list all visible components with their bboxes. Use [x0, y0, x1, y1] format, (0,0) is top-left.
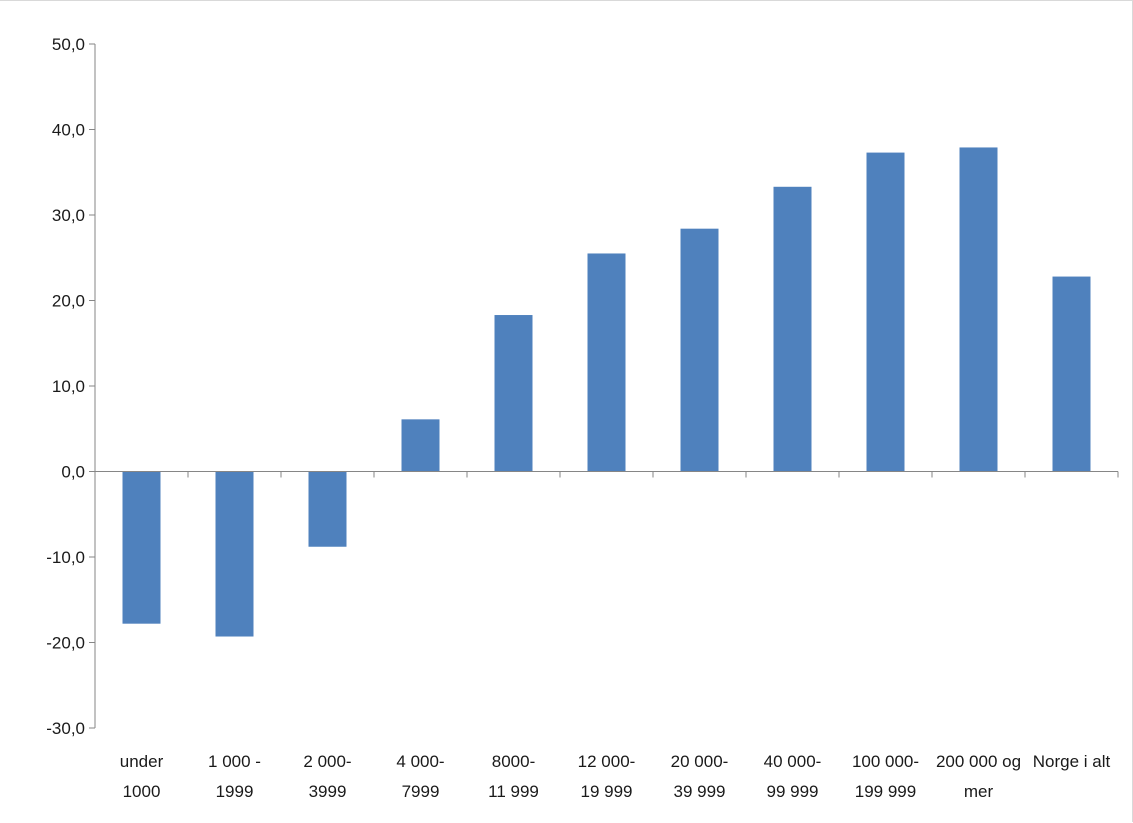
bar[interactable] [959, 147, 998, 472]
category-label-line: 3999 [309, 782, 347, 801]
category-label-line: 39 999 [674, 782, 726, 801]
bar[interactable] [401, 419, 440, 472]
category-label-line: 1999 [216, 782, 254, 801]
y-tick-label: 50,0 [52, 35, 85, 54]
category-label-line: 1 000 - [208, 752, 261, 771]
bar[interactable] [866, 152, 905, 472]
category-label-line: 12 000- [578, 752, 636, 771]
y-tick-label: 10,0 [52, 377, 85, 396]
category-label-line: 99 999 [767, 782, 819, 801]
category-label: 200 000 og mer [936, 752, 1021, 801]
category-label: 20 000- 39 999 [671, 752, 729, 801]
bar[interactable] [215, 471, 254, 637]
category-label-line: 19 999 [581, 782, 633, 801]
bar[interactable] [680, 228, 719, 472]
category-label: 8000- 11 999 [488, 752, 539, 801]
category-label-line: 199 999 [855, 782, 916, 801]
category-label-line: 200 000 og [936, 752, 1021, 771]
y-tick-label: 30,0 [52, 206, 85, 225]
bar[interactable] [494, 315, 533, 472]
y-tick-label: -30,0 [46, 719, 85, 738]
category-label-line: 2 000- [303, 752, 351, 771]
category-label-line: 4 000- [396, 752, 444, 771]
category-label-line: 11 999 [488, 782, 539, 801]
category-label-line: Norge i alt [1033, 752, 1111, 771]
category-label: Norge i alt [1033, 752, 1111, 771]
category-label-line: 40 000- [764, 752, 822, 771]
category-label-line: 8000- [492, 752, 535, 771]
y-tick-label: -10,0 [46, 548, 85, 567]
category-label-line: 20 000- [671, 752, 729, 771]
bar[interactable] [308, 471, 347, 547]
y-tick-label: 0,0 [61, 463, 85, 482]
category-label: 1 000 - 1999 [208, 752, 261, 801]
y-tick-label: -20,0 [46, 634, 85, 653]
category-label: 40 000- 99 999 [764, 752, 822, 801]
category-label: 100 000- 199 999 [852, 752, 919, 801]
bar[interactable] [1052, 276, 1091, 472]
category-label: under 1000 [120, 752, 164, 801]
category-label-line: 1000 [123, 782, 161, 801]
category-label-line: 100 000- [852, 752, 919, 771]
category-label: 4 000- 7999 [396, 752, 444, 801]
category-label-line: under [120, 752, 164, 771]
bar[interactable] [773, 186, 812, 472]
bar[interactable] [587, 253, 626, 472]
category-label-line: 7999 [402, 782, 440, 801]
category-label-line: mer [964, 782, 994, 801]
category-label: 12 000- 19 999 [578, 752, 636, 801]
y-tick-label: 40,0 [52, 121, 85, 140]
category-label: 2 000- 3999 [303, 752, 351, 801]
bar[interactable] [122, 471, 161, 624]
y-tick-label: 20,0 [52, 292, 85, 311]
